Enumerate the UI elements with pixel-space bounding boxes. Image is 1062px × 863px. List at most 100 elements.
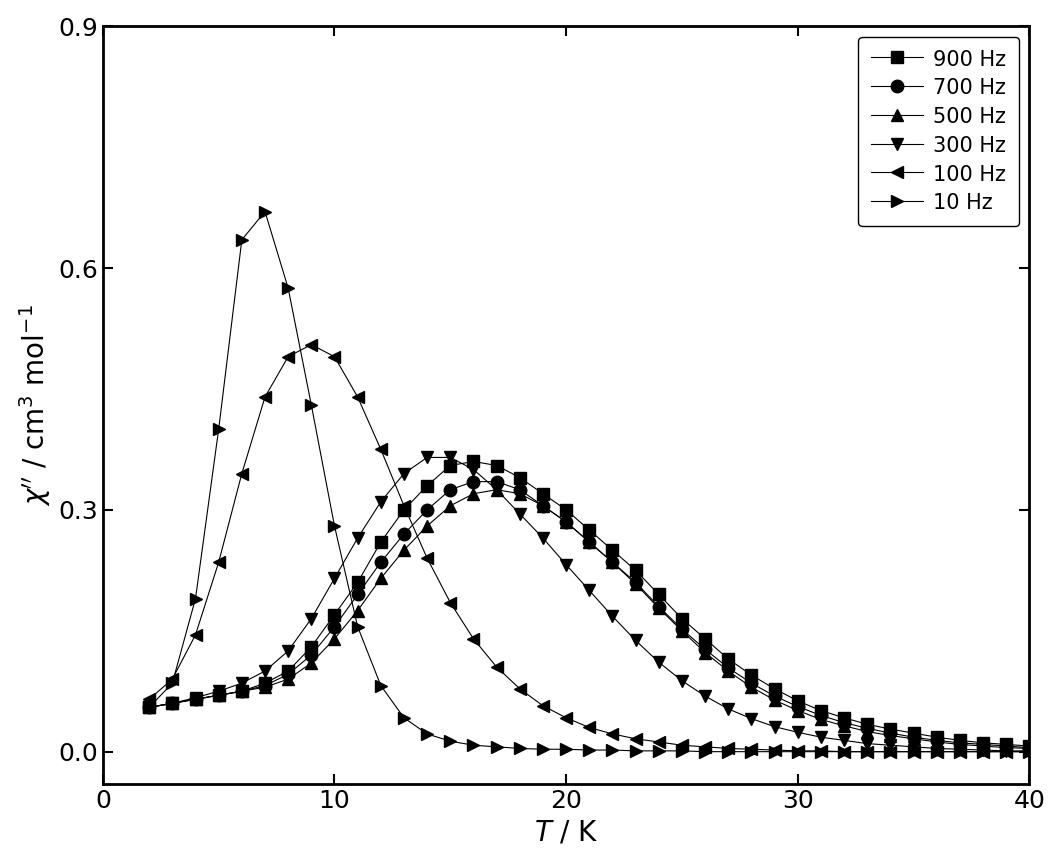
- 900 Hz: [467, 457, 480, 467]
- 900 Hz: [768, 683, 781, 694]
- 900 Hz: [791, 696, 804, 706]
- 100 Hz: [397, 501, 410, 511]
- 100 Hz: [375, 444, 388, 455]
- 900 Hz: [722, 654, 735, 665]
- 900 Hz: [630, 565, 643, 576]
- 500 Hz: [305, 658, 318, 668]
- 300 Hz: [652, 657, 665, 667]
- 10 Hz: [1023, 746, 1035, 757]
- 10 Hz: [212, 424, 225, 434]
- 700 Hz: [699, 644, 712, 654]
- 10 Hz: [513, 743, 526, 753]
- 500 Hz: [259, 682, 272, 692]
- 100 Hz: [930, 746, 943, 757]
- 500 Hz: [884, 730, 896, 740]
- 500 Hz: [236, 686, 249, 696]
- Line: 10 Hz: 10 Hz: [143, 205, 1035, 758]
- 700 Hz: [305, 650, 318, 660]
- 900 Hz: [421, 481, 433, 491]
- 100 Hz: [630, 734, 643, 744]
- 500 Hz: [838, 721, 851, 731]
- 900 Hz: [328, 609, 341, 620]
- 700 Hz: [397, 529, 410, 539]
- 10 Hz: [375, 680, 388, 690]
- 700 Hz: [815, 710, 827, 721]
- 300 Hz: [815, 732, 827, 742]
- 300 Hz: [491, 484, 503, 494]
- 500 Hz: [189, 694, 202, 704]
- 500 Hz: [746, 682, 758, 692]
- 100 Hz: [791, 746, 804, 756]
- 500 Hz: [675, 626, 688, 636]
- 700 Hz: [352, 589, 364, 600]
- 300 Hz: [305, 614, 318, 624]
- 100 Hz: [768, 745, 781, 755]
- 10 Hz: [142, 702, 155, 713]
- 100 Hz: [652, 737, 665, 747]
- 500 Hz: [513, 488, 526, 499]
- 700 Hz: [583, 537, 596, 547]
- 500 Hz: [1023, 743, 1035, 753]
- 300 Hz: [768, 721, 781, 732]
- 10 Hz: [421, 728, 433, 739]
- 10 Hz: [999, 746, 1012, 757]
- 900 Hz: [930, 732, 943, 742]
- 700 Hz: [884, 728, 896, 739]
- 500 Hz: [930, 737, 943, 747]
- 100 Hz: [236, 469, 249, 479]
- 100 Hz: [166, 674, 178, 684]
- 10 Hz: [815, 746, 827, 757]
- 700 Hz: [212, 690, 225, 701]
- 500 Hz: [954, 740, 966, 750]
- 10 Hz: [583, 745, 596, 755]
- 300 Hz: [954, 744, 966, 754]
- 900 Hz: [606, 545, 619, 555]
- 900 Hz: [999, 740, 1012, 750]
- 300 Hz: [142, 702, 155, 713]
- 10 Hz: [768, 746, 781, 757]
- 700 Hz: [907, 732, 920, 742]
- 300 Hz: [791, 728, 804, 738]
- 100 Hz: [907, 746, 920, 757]
- 500 Hz: [977, 740, 990, 751]
- 700 Hz: [536, 501, 549, 511]
- 300 Hz: [699, 691, 712, 702]
- 10 Hz: [305, 400, 318, 410]
- 300 Hz: [583, 585, 596, 595]
- 100 Hz: [444, 597, 457, 608]
- 500 Hz: [722, 666, 735, 677]
- 100 Hz: [259, 392, 272, 402]
- 300 Hz: [675, 676, 688, 686]
- 500 Hz: [907, 734, 920, 744]
- 700 Hz: [768, 691, 781, 702]
- 100 Hz: [884, 746, 896, 757]
- 900 Hz: [560, 505, 572, 515]
- 700 Hz: [606, 557, 619, 567]
- 500 Hz: [791, 705, 804, 715]
- 700 Hz: [838, 717, 851, 728]
- 900 Hz: [281, 666, 294, 677]
- 10 Hz: [977, 746, 990, 757]
- 700 Hz: [791, 702, 804, 712]
- 10 Hz: [352, 621, 364, 632]
- 100 Hz: [328, 351, 341, 362]
- 10 Hz: [954, 746, 966, 757]
- 500 Hz: [652, 603, 665, 614]
- 100 Hz: [212, 557, 225, 567]
- 700 Hz: [189, 694, 202, 704]
- Line: 100 Hz: 100 Hz: [143, 338, 1035, 758]
- 300 Hz: [861, 739, 874, 749]
- 10 Hz: [630, 746, 643, 756]
- 10 Hz: [907, 746, 920, 757]
- 100 Hz: [699, 741, 712, 752]
- 300 Hz: [536, 532, 549, 543]
- 300 Hz: [281, 646, 294, 656]
- 500 Hz: [999, 742, 1012, 753]
- 300 Hz: [259, 666, 272, 677]
- 10 Hz: [281, 283, 294, 293]
- 900 Hz: [513, 472, 526, 482]
- 900 Hz: [491, 460, 503, 470]
- 300 Hz: [467, 464, 480, 475]
- 100 Hz: [513, 683, 526, 694]
- 100 Hz: [352, 392, 364, 402]
